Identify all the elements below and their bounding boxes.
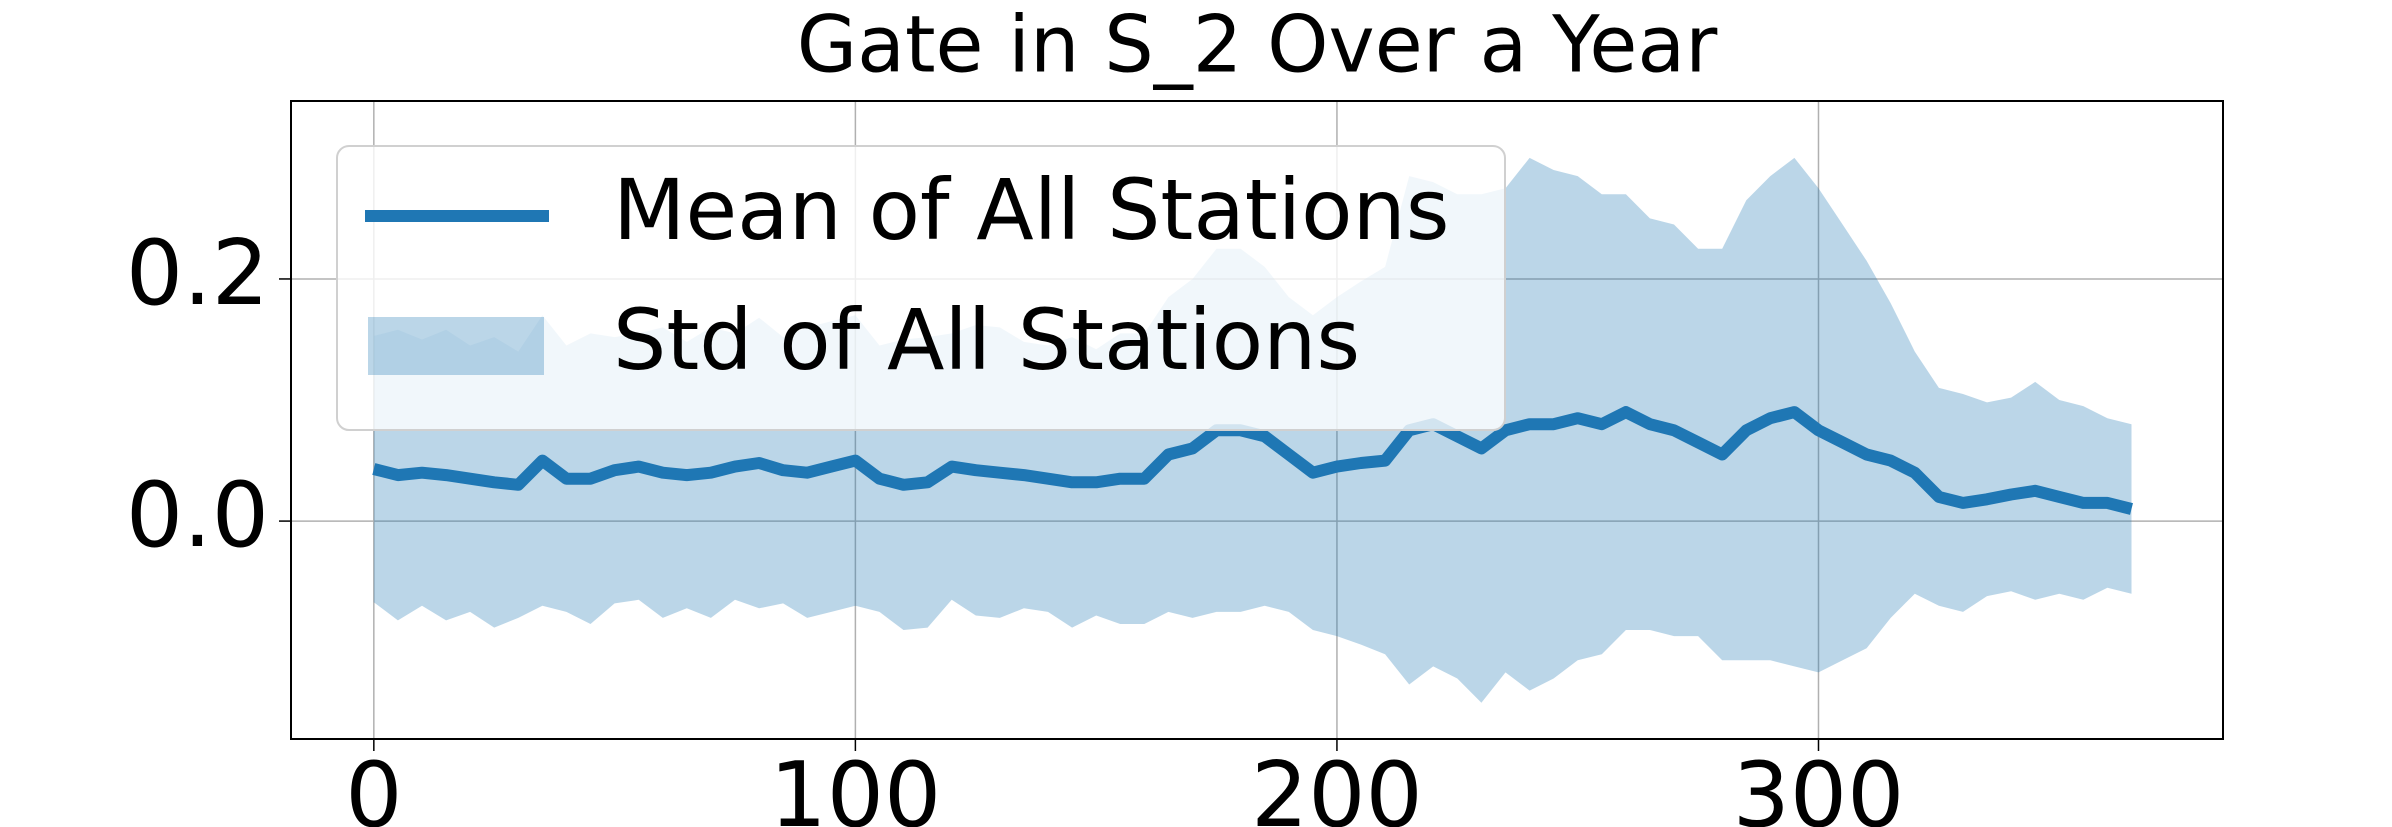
legend-swatch — [368, 317, 544, 375]
axes: 0 100 200 300 0.0 0.2 — [126, 100, 2224, 827]
mean-line — [372, 406, 2133, 515]
y-tick-label: 0.0 — [126, 463, 269, 568]
y-tick-label: 0.2 — [126, 221, 269, 326]
legend-label: Mean of All Stations — [613, 161, 1449, 259]
legend-label: Std of All Stations — [613, 291, 1360, 389]
chart-title: Gate in S_2 Over a Year — [797, 0, 1719, 90]
x-tick-label: 100 — [769, 743, 941, 827]
x-tick-label: 200 — [1251, 743, 1423, 827]
plot-frame — [290, 100, 2224, 740]
legend: Mean of All Stations Std of All Stations — [336, 145, 1506, 431]
x-tick-label: 0 — [345, 743, 402, 827]
x-tick-label: 300 — [1733, 743, 1905, 827]
legend-box — [336, 145, 1506, 431]
